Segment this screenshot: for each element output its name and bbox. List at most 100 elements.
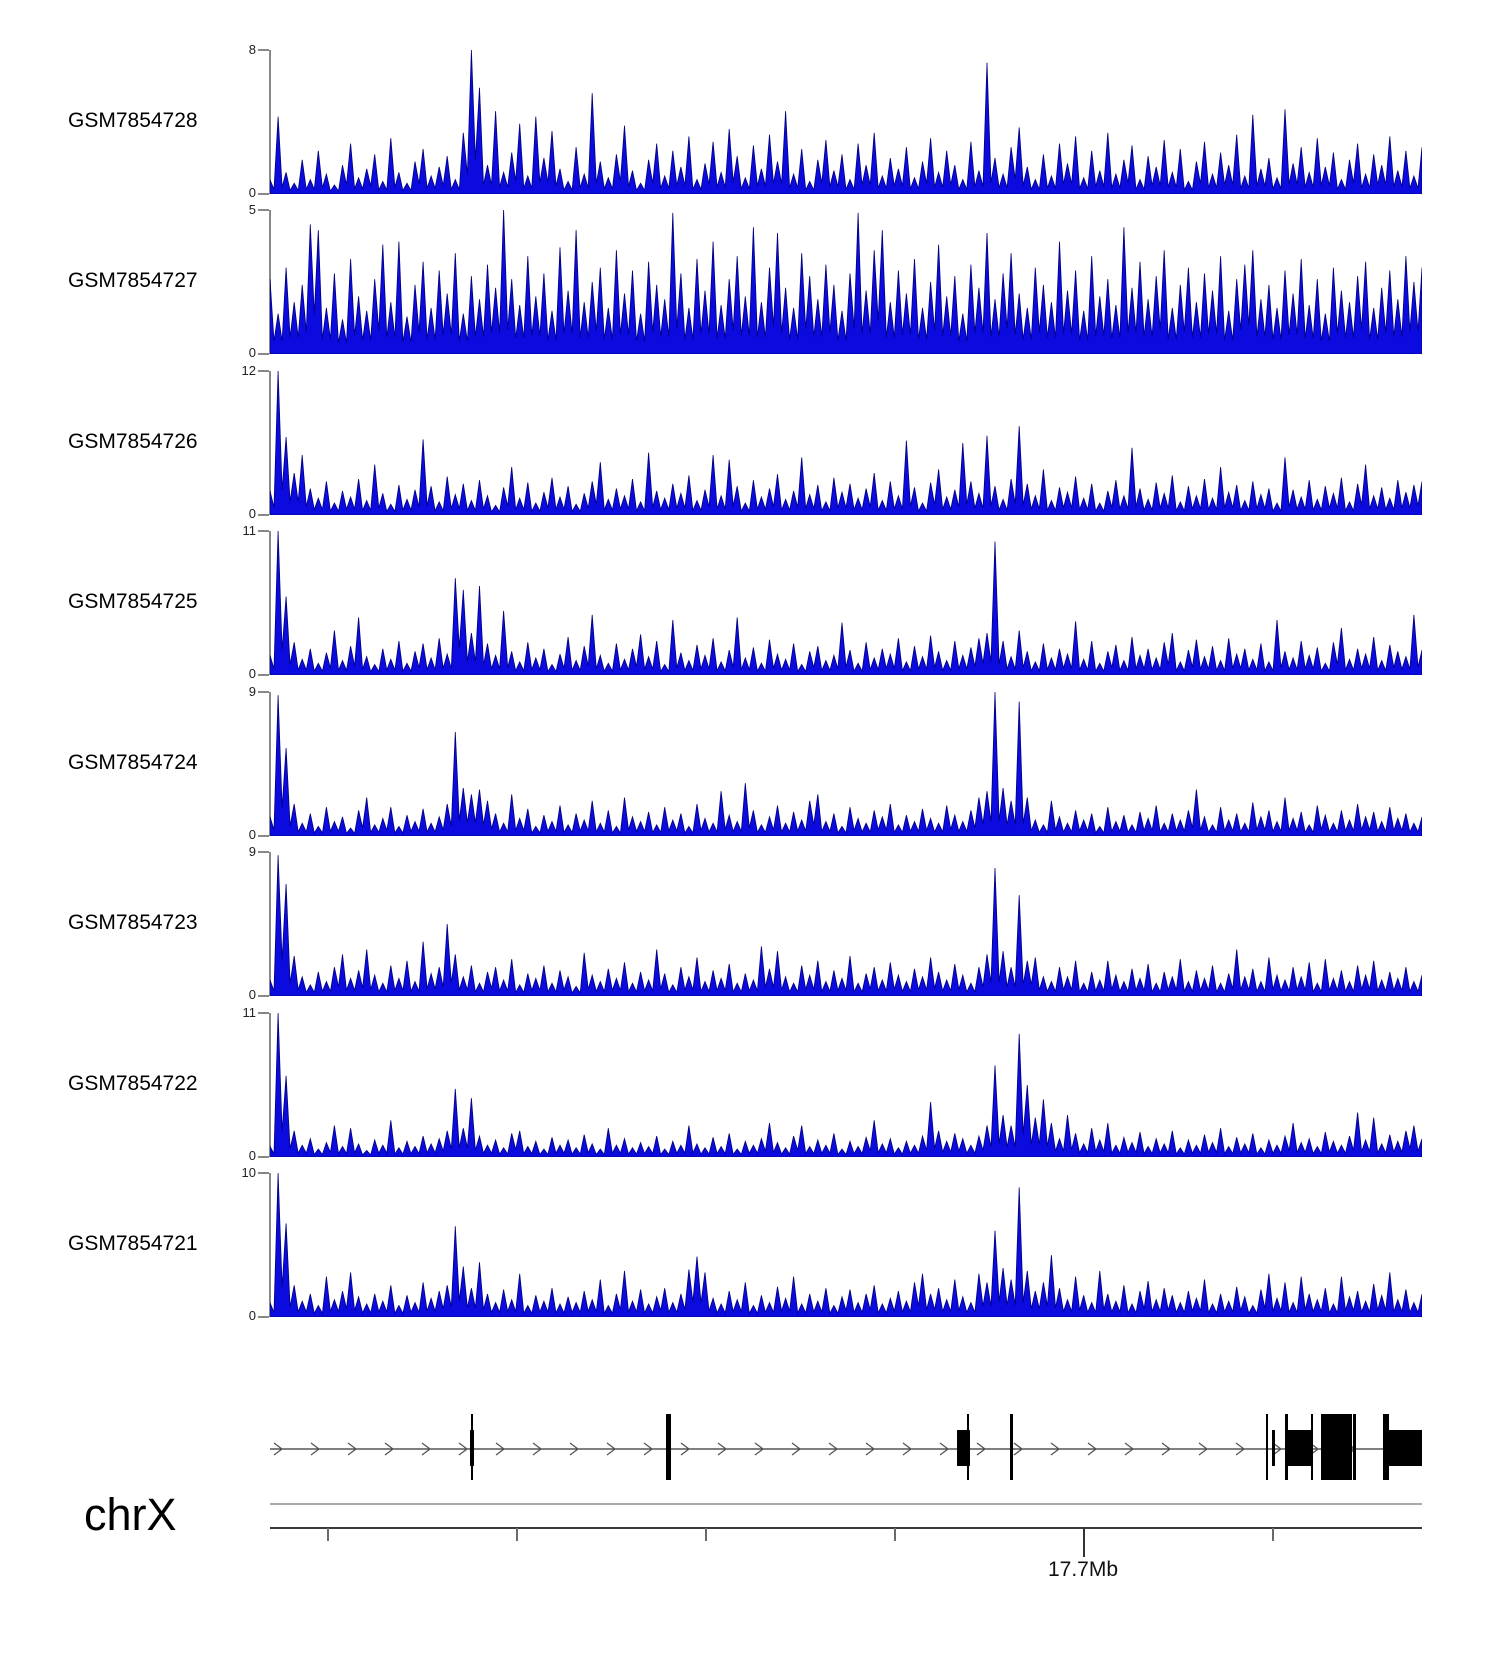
exon-box [1010, 1414, 1013, 1480]
y-axis-max-label: 12 [241, 363, 256, 378]
axis-minor-tick [705, 1528, 707, 1541]
y-axis-bottom-tick [258, 1316, 269, 1318]
axis-minor-tick [894, 1528, 896, 1541]
exon-box [1266, 1414, 1268, 1480]
strand-arrow-icon [310, 1442, 321, 1456]
y-axis-bottom-tick [258, 353, 269, 355]
y-axis-bottom-tick [258, 514, 269, 516]
exon-box [967, 1414, 969, 1480]
y-axis-min-label: 0 [248, 345, 256, 360]
strand-arrow-icon [495, 1442, 506, 1456]
exon-box [471, 1414, 473, 1480]
y-axis-top-tick [258, 691, 269, 693]
y-axis-max-label: 9 [248, 844, 256, 859]
coverage-polygon [270, 210, 1422, 354]
track-label: GSM7854724 [68, 751, 198, 774]
signal-area-GSM7854723 [270, 855, 1422, 996]
coverage-polygon [270, 1173, 1422, 1317]
strand-arrow-icon [754, 1442, 765, 1456]
y-axis-line [269, 50, 271, 194]
strand-arrow-icon [606, 1442, 617, 1456]
y-axis-min-label: 0 [248, 987, 256, 1002]
strand-arrow-icon [532, 1442, 543, 1456]
strand-arrow-icon [458, 1442, 469, 1456]
y-axis-max-label: 11 [242, 1005, 257, 1020]
gene-model-track [270, 1414, 1422, 1480]
signal-area-GSM7854727 [270, 210, 1422, 354]
strand-arrow-icon [347, 1442, 358, 1456]
coverage-polygon [270, 855, 1422, 996]
exon-box [1383, 1414, 1389, 1480]
y-axis-max-label: 11 [242, 523, 257, 538]
axis-minor-tick [1272, 1528, 1274, 1541]
track-label: GSM7854723 [68, 911, 198, 934]
axis-line [270, 1527, 1422, 1529]
y-axis-top-tick [258, 370, 269, 372]
strand-arrow-icon [976, 1442, 987, 1456]
coverage-polygon [270, 1013, 1422, 1157]
y-axis-min-label: 0 [248, 1148, 256, 1163]
y-axis-line [269, 852, 271, 996]
exon-box [1321, 1414, 1352, 1480]
y-axis-max-label: 5 [248, 202, 256, 217]
strand-arrow-icon [1272, 1442, 1283, 1456]
y-axis-bottom-tick [258, 995, 269, 997]
strand-arrow-icon [384, 1442, 395, 1456]
strand-arrow-icon [273, 1442, 284, 1456]
y-axis-max-label: 10 [241, 1165, 256, 1180]
y-axis-line [269, 531, 271, 675]
y-axis-line [269, 692, 271, 836]
track-label: GSM7854725 [68, 590, 198, 613]
y-axis-line [269, 1173, 271, 1317]
exon-box [1272, 1430, 1275, 1466]
y-axis-min-label: 0 [248, 1308, 256, 1323]
exon-box [957, 1430, 970, 1466]
y-axis-bottom-tick [258, 835, 269, 837]
signal-area-GSM7854722 [270, 1013, 1422, 1157]
strand-arrow-icon [717, 1442, 728, 1456]
axis-minor-tick [516, 1528, 518, 1541]
strand-arrow-icon [1161, 1442, 1172, 1456]
signal-area-GSM7854724 [270, 692, 1422, 836]
y-axis-line [269, 1013, 271, 1157]
strand-arrow-icon [791, 1442, 802, 1456]
y-axis-bottom-tick [258, 674, 269, 676]
y-axis-top-tick [258, 209, 269, 211]
strand-arrow-icon [1050, 1442, 1061, 1456]
strand-arrow-icon [939, 1442, 950, 1456]
chromosome-label: chrX [84, 1489, 177, 1540]
y-axis-min-label: 0 [248, 666, 256, 681]
signal-area-GSM7854726 [270, 371, 1422, 515]
signal-area-GSM7854725 [270, 531, 1422, 675]
track-label: GSM7854728 [68, 109, 198, 132]
exon-box [1285, 1430, 1313, 1466]
strand-arrow-icon [828, 1442, 839, 1456]
coverage-polygon [270, 371, 1422, 515]
strand-arrow-icon [865, 1442, 876, 1456]
track-label: GSM7854721 [68, 1232, 198, 1255]
axis-minor-tick [327, 1528, 329, 1541]
coverage-polygon [270, 531, 1422, 675]
strand-arrow-icon [643, 1442, 654, 1456]
track-label: GSM7854727 [68, 269, 198, 292]
strand-arrow-icon [569, 1442, 580, 1456]
chromosome-line [270, 1503, 1422, 1505]
exon-box [1389, 1430, 1422, 1466]
exon-box [1311, 1414, 1313, 1480]
strand-arrow-icon [1198, 1442, 1209, 1456]
coverage-polygon [270, 692, 1422, 836]
signal-area-GSM7854728 [270, 50, 1422, 194]
y-axis-max-label: 9 [248, 684, 256, 699]
strand-arrow-icon [680, 1442, 691, 1456]
track-label: GSM7854722 [68, 1072, 198, 1095]
y-axis-top-tick [258, 530, 269, 532]
exon-box [666, 1414, 671, 1480]
track-label: GSM7854726 [68, 430, 198, 453]
strand-arrow-icon [1013, 1442, 1024, 1456]
y-axis-top-tick [258, 1012, 269, 1014]
strand-arrow-icon [902, 1442, 913, 1456]
strand-arrow-icon [421, 1442, 432, 1456]
y-axis-top-tick [258, 851, 269, 853]
y-axis-top-tick [258, 1172, 269, 1174]
